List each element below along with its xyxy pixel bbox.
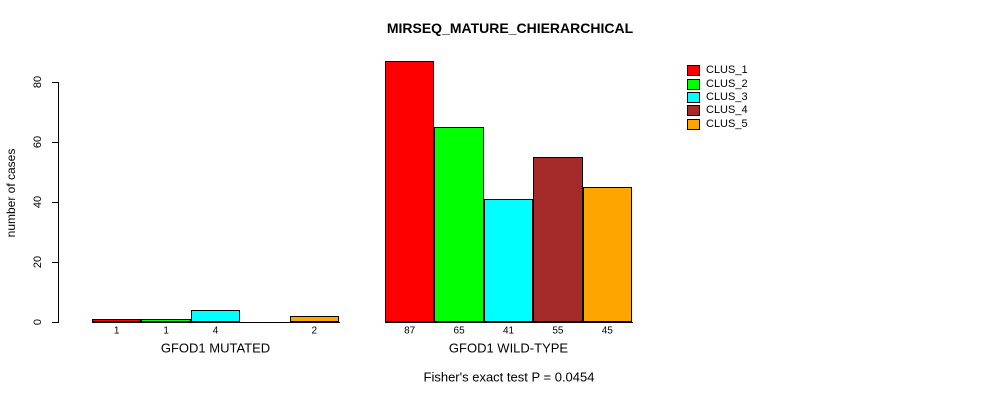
legend-label: CLUS_3 <box>706 90 748 103</box>
legend-swatch-icon <box>687 78 700 90</box>
bar-clus_5 <box>582 187 632 322</box>
legend-entry-clus_1: CLUS_1 <box>687 64 748 77</box>
legend-entry-clus_2: CLUS_2 <box>687 77 748 90</box>
y-axis-line <box>58 82 59 323</box>
bar-value-label: 1 <box>163 325 169 337</box>
legend-swatch-icon <box>687 65 700 77</box>
bar-clus_2 <box>434 127 484 322</box>
y-tick-label: 20 <box>32 255 44 269</box>
legend-label: CLUS_5 <box>706 117 748 130</box>
y-tick-label: 60 <box>32 135 44 149</box>
legend: CLUS_1 CLUS_2 CLUS_3 CLUS_4 CLUS_5 <box>687 64 748 131</box>
y-tick-mark <box>52 322 58 323</box>
bar-clus_1 <box>92 319 142 322</box>
group-label: GFOD1 MUTATED <box>160 340 271 356</box>
bar-value-label: 4 <box>212 325 219 337</box>
bar-clus_2 <box>141 319 191 322</box>
group-baseline <box>385 322 633 323</box>
group-label: GFOD1 WILD-TYPE <box>448 340 569 356</box>
y-tick-mark <box>52 82 58 83</box>
y-tick-label: 0 <box>32 318 44 326</box>
y-tick-label: 40 <box>32 195 44 209</box>
bar-clus_4 <box>533 157 583 322</box>
y-tick-mark <box>52 142 58 143</box>
bar-value-label: 55 <box>552 325 564 337</box>
y-tick-mark <box>52 262 58 263</box>
y-tick-label: 80 <box>32 75 44 89</box>
bar-clus_1 <box>385 61 435 322</box>
legend-label: CLUS_2 <box>706 77 748 90</box>
bar-value-label: 65 <box>453 325 465 337</box>
legend-entry-clus_3: CLUS_3 <box>687 91 748 104</box>
y-axis-title: number of cases <box>4 148 18 238</box>
legend-swatch-icon <box>687 118 700 130</box>
chart-title: MIRSEQ_MATURE_CHIERARCHICAL <box>386 20 634 36</box>
legend-label: CLUS_4 <box>706 104 748 117</box>
group-baseline <box>92 322 340 323</box>
bar-clus_5 <box>289 316 339 322</box>
legend-swatch-icon <box>687 105 700 117</box>
bar-value-label: 87 <box>404 325 416 337</box>
legend-entry-clus_5: CLUS_5 <box>687 118 748 131</box>
bar-clus_3 <box>190 310 241 322</box>
bar-value-label: 45 <box>601 325 613 337</box>
legend-label: CLUS_1 <box>706 64 748 77</box>
bar-value-label: 2 <box>311 325 318 337</box>
legend-entry-clus_4: CLUS_4 <box>687 104 748 117</box>
bar-value-label: 41 <box>502 325 515 337</box>
legend-swatch-icon <box>687 91 700 103</box>
bar-value-label: 1 <box>113 325 120 337</box>
bar-clus_3 <box>483 199 534 322</box>
annotation-text: Fisher's exact test P = 0.0454 <box>423 369 595 385</box>
y-tick-mark <box>52 202 58 203</box>
